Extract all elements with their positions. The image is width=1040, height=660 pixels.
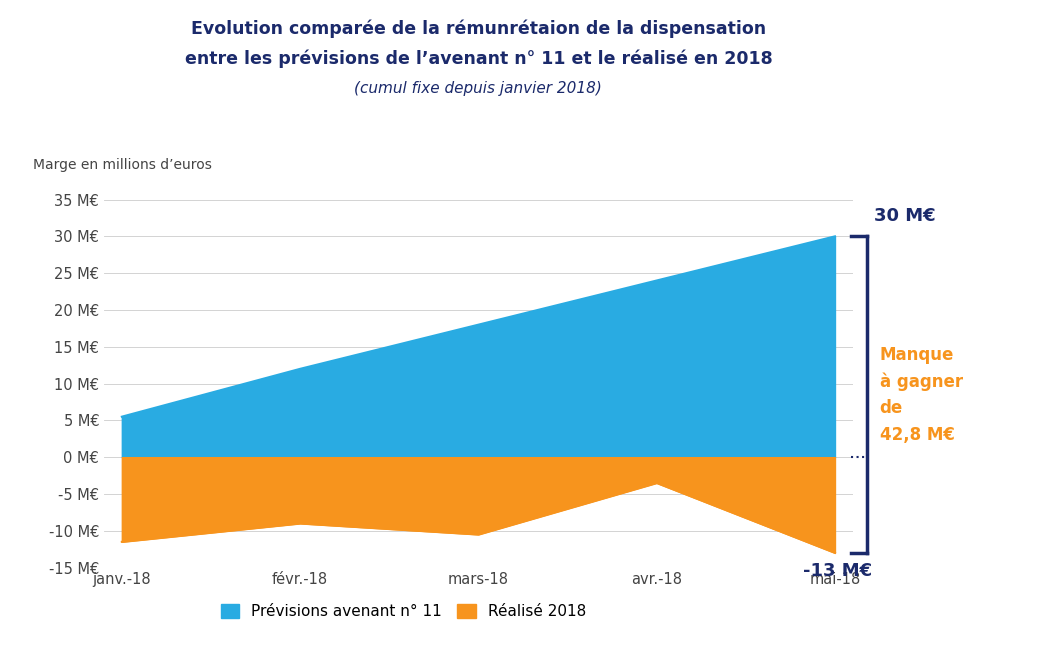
Text: -13 M€: -13 M€ <box>803 562 872 579</box>
Text: (cumul fixe depuis janvier 2018): (cumul fixe depuis janvier 2018) <box>355 81 602 96</box>
Text: Marge en millions d’euros: Marge en millions d’euros <box>33 158 212 172</box>
Text: Evolution comparée de la rémunrétaion de la dispensation: Evolution comparée de la rémunrétaion de… <box>190 20 766 38</box>
Text: Manque
à gagner
de
42,8 M€: Manque à gagner de 42,8 M€ <box>880 346 963 444</box>
Legend: Prévisions avenant n° 11, Réalisé 2018: Prévisions avenant n° 11, Réalisé 2018 <box>214 598 593 625</box>
Text: entre les prévisions de l’avenant n° 11 et le réalisé en 2018: entre les prévisions de l’avenant n° 11 … <box>184 50 773 68</box>
Text: 30 M€: 30 M€ <box>875 207 936 225</box>
